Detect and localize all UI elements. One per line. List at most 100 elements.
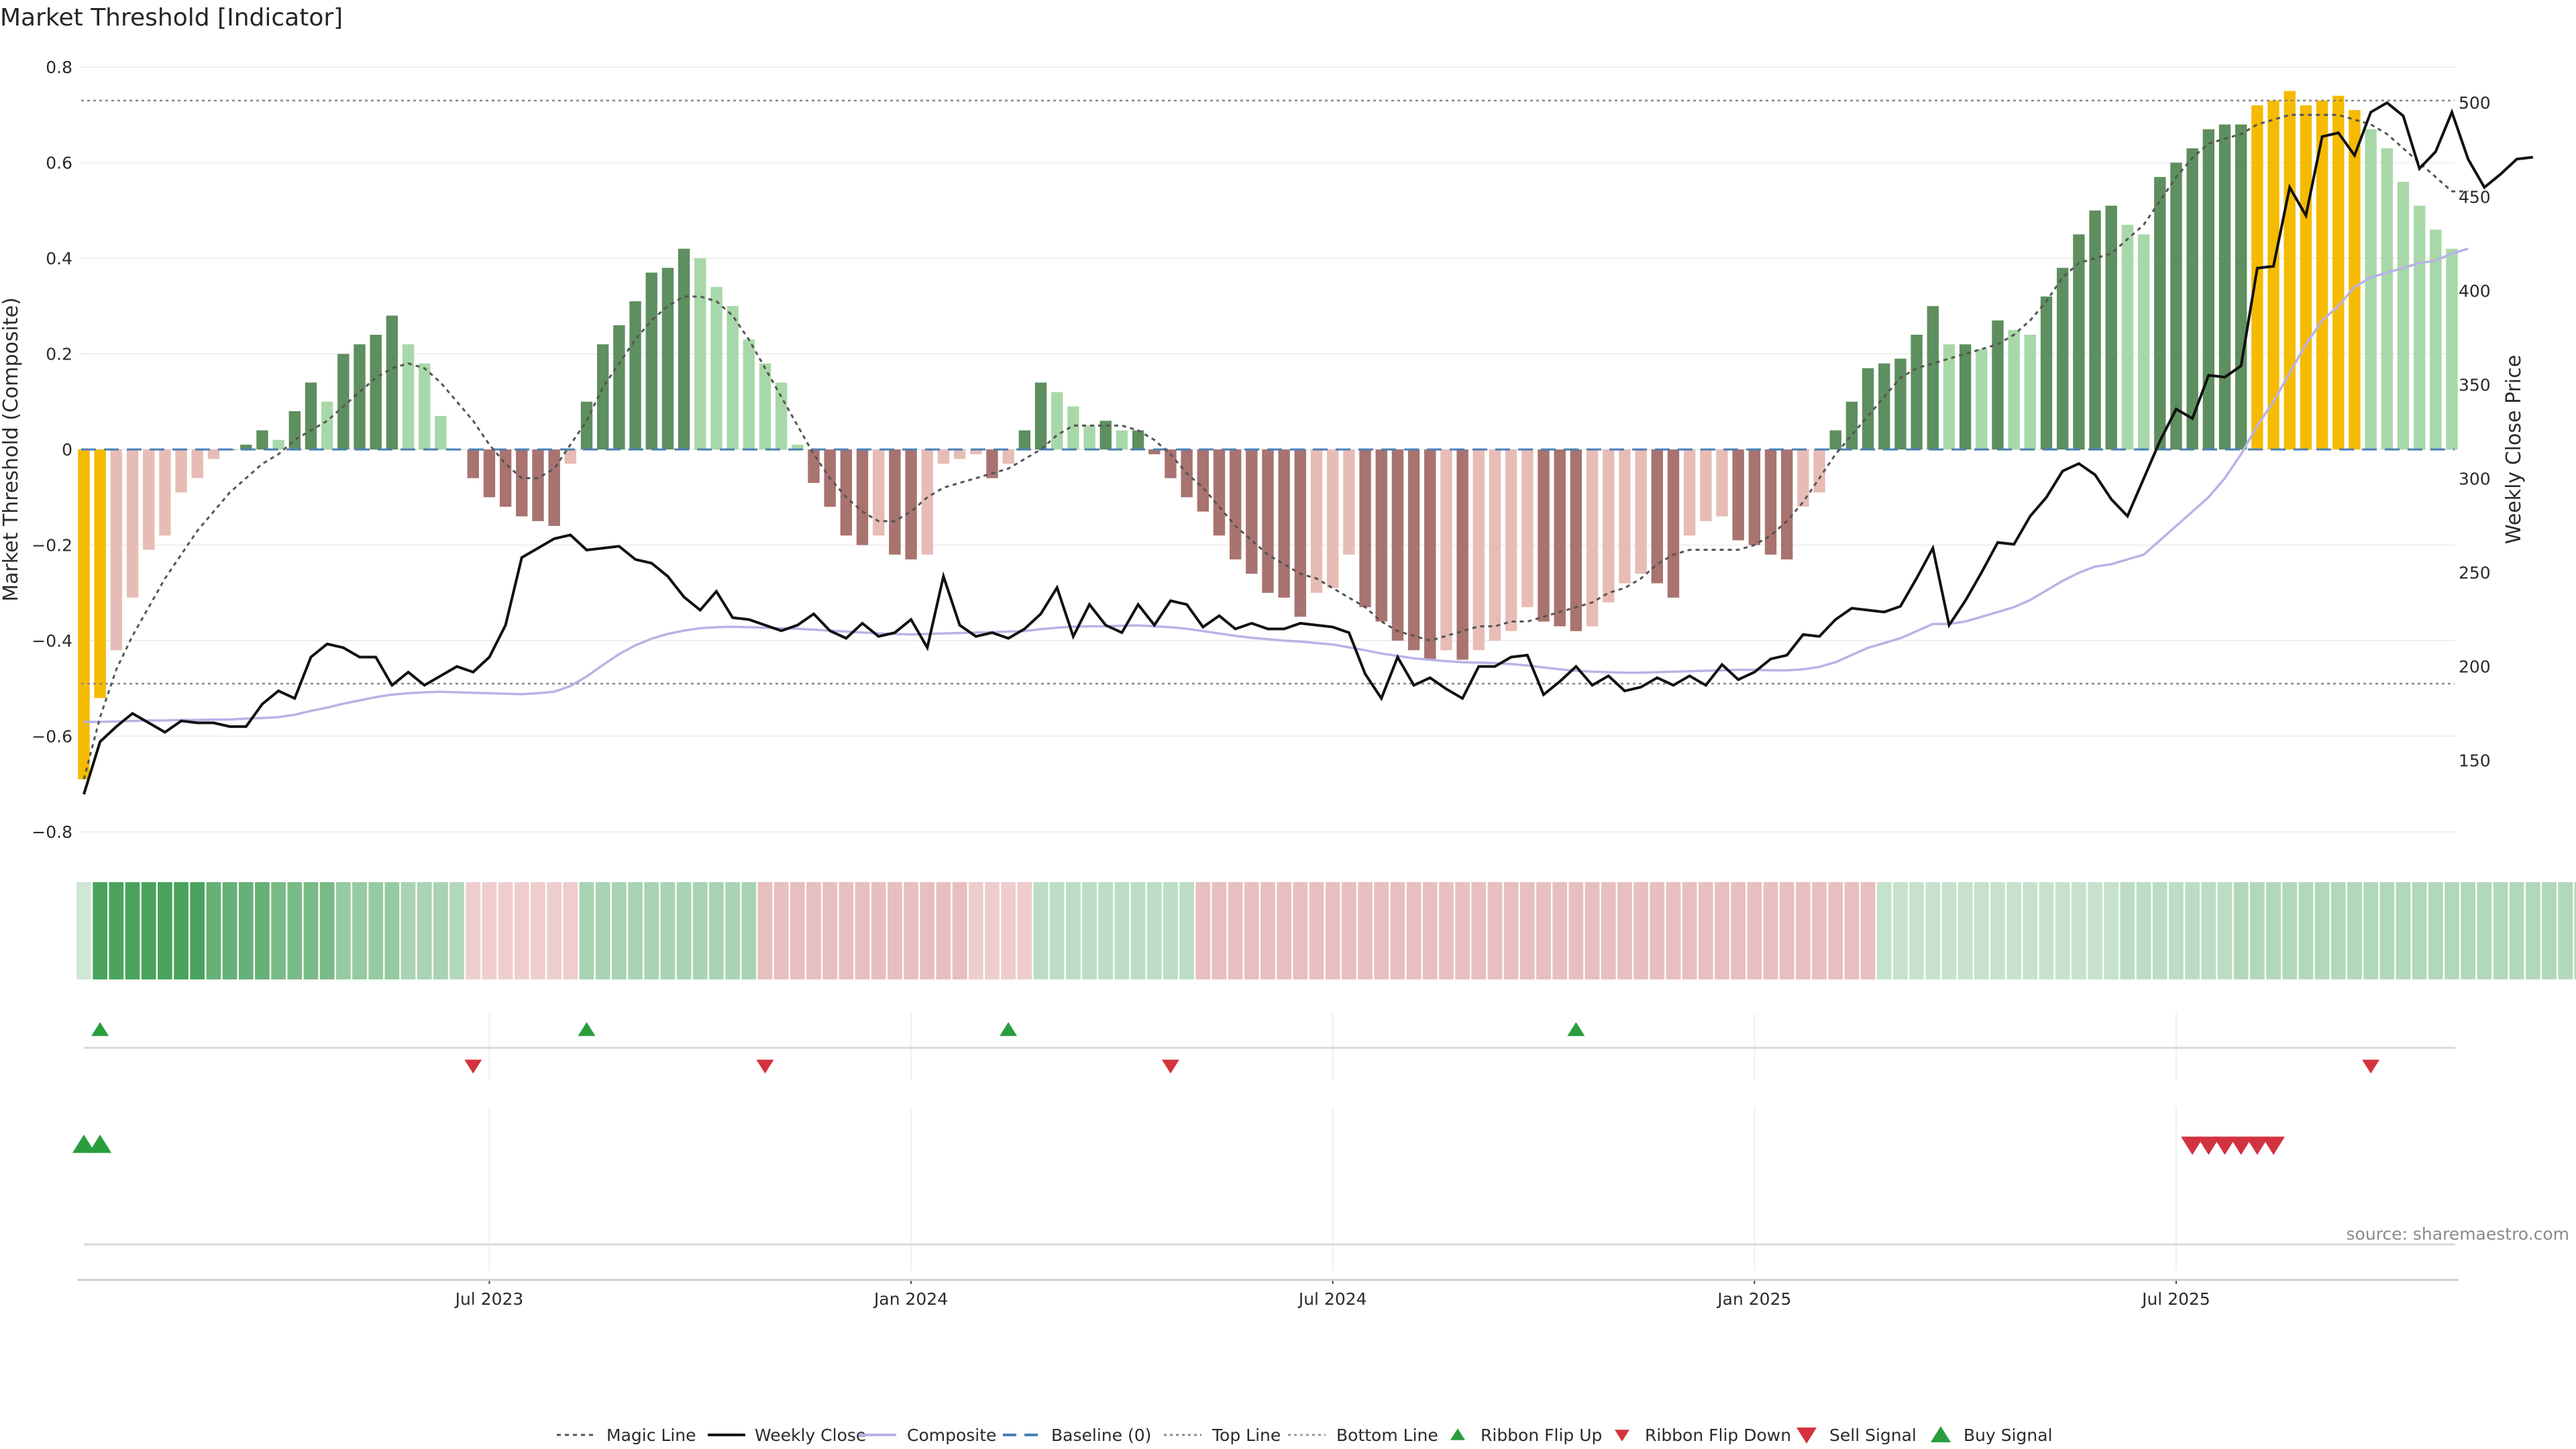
composite-bar: [1456, 449, 1468, 660]
ribbon-cell: [93, 882, 108, 979]
composite-bar: [2413, 205, 2426, 449]
composite-bar: [613, 325, 625, 449]
composite-bar: [1894, 358, 1907, 449]
composite-bar: [1538, 449, 1550, 622]
composite-bar: [1262, 449, 1274, 593]
ribbon-cell: [1844, 882, 1860, 979]
ribbon-cell: [1974, 882, 1989, 979]
legend-item: Composite: [859, 1426, 996, 1445]
ribbon-cell: [2396, 882, 2411, 979]
composite-bar: [2251, 105, 2263, 449]
composite-bar: [1862, 368, 1874, 449]
composite-bar: [710, 286, 722, 449]
composite-bar: [2235, 124, 2247, 449]
ribbon-cell: [806, 882, 821, 979]
ribbon-cell: [222, 882, 237, 979]
composite-bar: [1764, 449, 1777, 555]
ribbon-cell: [2249, 882, 2265, 979]
ribbon-flip-up-marker: [1567, 1022, 1585, 1036]
composite-bar: [2024, 335, 2037, 449]
legend-swatch: [1450, 1428, 1465, 1440]
ribbon-cell: [2233, 882, 2249, 979]
ribbon-cell: [920, 882, 935, 979]
composite-bar: [2381, 148, 2393, 449]
source-label: source: sharemaestro.com: [2347, 1224, 2570, 1244]
composite-bar: [1780, 449, 1793, 559]
ribbon-cell: [2526, 882, 2540, 979]
ribbon-cell: [1471, 882, 1487, 979]
composite-bar: [564, 449, 577, 464]
composite-bar: [1927, 306, 1939, 449]
ribbon-cell: [2461, 882, 2476, 979]
ribbon-cell: [109, 882, 124, 979]
composite-bar: [240, 444, 252, 449]
ribbon-cell: [466, 882, 481, 979]
ribbon-cell: [174, 882, 189, 979]
composite-bar: [2008, 329, 2020, 449]
composite-bar: [1554, 449, 1566, 627]
ribbon-cell: [1876, 882, 1892, 979]
ribbon-panel: [76, 882, 2576, 979]
ribbon-cell: [1633, 882, 1648, 979]
ribbon-cell: [1358, 882, 1373, 979]
ribbon-cell: [1390, 882, 1405, 979]
ribbon-cell: [1860, 882, 1876, 979]
chart-title: Market Threshold [Indicator]: [0, 4, 343, 32]
legend-label: Composite: [907, 1426, 996, 1445]
y-tick-label: 0.2: [46, 345, 72, 364]
ribbon-cell: [1487, 882, 1503, 979]
ribbon-cell: [2055, 882, 2070, 979]
ribbon-cell: [2185, 882, 2200, 979]
weekly-close-line: [83, 101, 2534, 795]
ribbon-cell: [76, 882, 91, 979]
ribbon-cell: [400, 882, 416, 979]
composite-bar: [2349, 110, 2361, 449]
ribbon-cell: [563, 882, 578, 979]
composite-bar: [467, 449, 479, 478]
legend-item: Sell Signal: [1796, 1426, 1917, 1445]
ribbon-cell: [1212, 882, 1227, 979]
legend-item: Ribbon Flip Down: [1615, 1426, 1791, 1445]
composite-bar: [516, 449, 528, 517]
legend-label: Buy Signal: [1964, 1426, 2053, 1445]
composite-bar: [1148, 449, 1161, 455]
ribbon-cell: [271, 882, 286, 979]
composite-bar: [483, 449, 496, 498]
legend-label: Top Line: [1212, 1426, 1281, 1445]
x-tick-label: Jul 2023: [454, 1289, 524, 1309]
ribbon-cell: [2120, 882, 2135, 979]
composite-bar: [1700, 449, 1712, 521]
ribbon-cell: [2412, 882, 2427, 979]
legend-label: Magic Line: [606, 1426, 696, 1445]
ribbon-cell: [1001, 882, 1016, 979]
composite-line: [84, 248, 2469, 723]
ribbon-cell: [1195, 882, 1211, 979]
composite-bar: [661, 268, 674, 449]
ribbon-cell: [1585, 882, 1600, 979]
ribbon-cell: [2104, 882, 2119, 979]
ribbon-cell: [319, 882, 335, 979]
ribbon-cell: [547, 882, 562, 979]
composite-bar: [2186, 148, 2198, 449]
ribbon-cell: [2493, 882, 2508, 979]
ribbon-cell: [1682, 882, 1697, 979]
composite-bar: [1813, 449, 1825, 493]
ribbon-flip-up-marker: [91, 1022, 109, 1036]
composite-bar: [1197, 449, 1209, 512]
ribbon-cell: [839, 882, 854, 979]
composite-bar: [2154, 176, 2166, 449]
ribbon-cell: [2509, 882, 2524, 979]
legend-item: Weekly Close: [708, 1426, 866, 1445]
legend-item: Baseline (0): [1003, 1426, 1151, 1445]
ribbon-cell: [287, 882, 303, 979]
composite-bar: [2397, 182, 2410, 449]
composite-bar: [288, 411, 301, 449]
composite-bar: [1472, 449, 1485, 651]
composite-bar: [1603, 449, 1615, 602]
ribbon-cell: [1536, 882, 1551, 979]
legend-label: Ribbon Flip Down: [1645, 1426, 1791, 1445]
y-tick-label: −0.8: [32, 822, 72, 842]
y-tick-label: −0.4: [32, 631, 72, 651]
composite-bar: [1051, 392, 1063, 449]
ribbon-cell: [611, 882, 627, 979]
